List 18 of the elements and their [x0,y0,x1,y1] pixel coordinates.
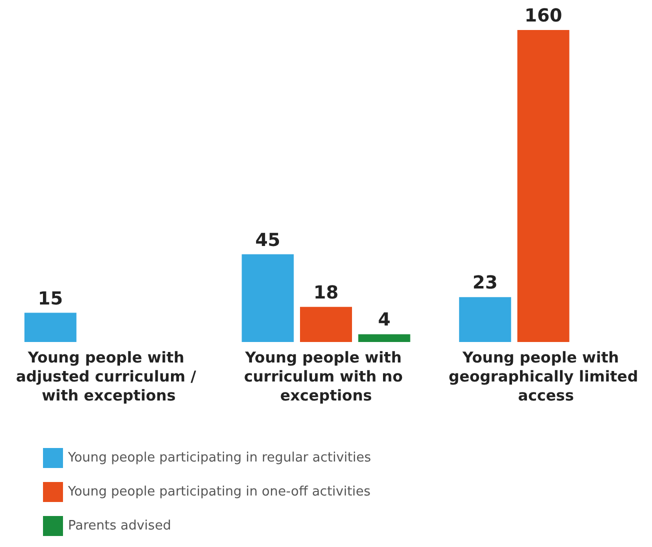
legend-label: Young people participating in one-off activities [67,484,371,500]
bar [300,306,352,342]
data-label: 45 [255,230,280,251]
data-label: 160 [524,6,562,26]
bar [242,254,294,342]
data-label: 4 [378,310,391,331]
bar [459,297,512,342]
data-label: 23 [472,272,498,294]
x-tick-label: Young people with geographically limited access [448,348,638,404]
bar [517,30,570,342]
legend-label: Young people participating in regular activities [67,450,372,466]
x-tick-label: Young people with adjusted curriculum / with exceptions [16,348,202,404]
bar [24,312,76,342]
data-label: 15 [38,288,63,310]
bar [358,334,410,342]
x-tick-label: Young people with curriculum with no exceptions [244,348,408,404]
legend-label: Parents advised [68,518,172,534]
data-label: 18 [313,282,339,304]
